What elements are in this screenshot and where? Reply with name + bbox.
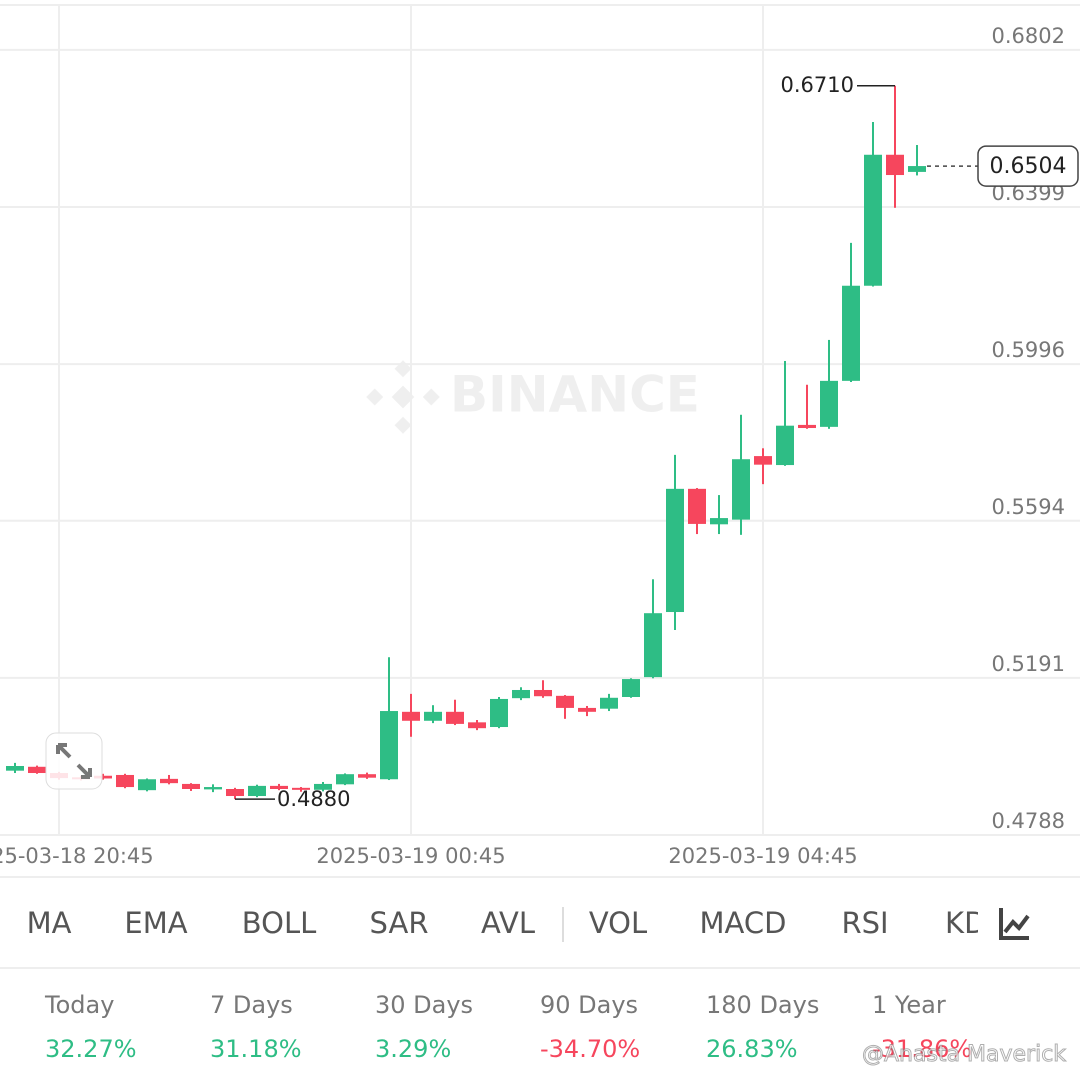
candle-body xyxy=(314,783,332,790)
indicator-tab[interactable]: RSI xyxy=(841,906,888,940)
candle-body xyxy=(182,783,200,790)
credit-watermark: @Anasta Maverick xyxy=(862,1042,1066,1067)
expand-box[interactable] xyxy=(45,732,103,790)
indicator-tab[interactable]: MACD xyxy=(700,906,787,940)
candle-body xyxy=(886,154,904,176)
indicator-tab[interactable]: VOL xyxy=(589,906,647,940)
indicator-tab[interactable]: SAR xyxy=(370,906,429,940)
indicator-settings[interactable] xyxy=(978,900,1080,950)
low-label: 0.4880 xyxy=(277,787,350,811)
candle-body xyxy=(160,778,178,784)
candle-body xyxy=(336,774,354,785)
y-tick-label: 0.5191 xyxy=(992,652,1065,676)
last-price-box xyxy=(977,145,1079,187)
expand-icon[interactable] xyxy=(56,743,92,779)
candle-body xyxy=(226,789,244,797)
candle-body xyxy=(688,488,706,524)
candle-body xyxy=(666,488,684,613)
candle-body xyxy=(512,689,530,699)
indicator-icon[interactable] xyxy=(999,908,1030,940)
candle-body xyxy=(270,785,288,790)
candle-body xyxy=(204,787,222,790)
candle-body xyxy=(556,695,574,708)
candle-body xyxy=(94,775,112,779)
period-label: 90 Days xyxy=(540,991,638,1019)
indicator-tab[interactable]: EMA xyxy=(124,906,187,940)
period-label: 1 Year xyxy=(872,991,946,1019)
candle-body xyxy=(380,711,398,780)
candle-body xyxy=(358,774,376,778)
indicator-tab[interactable]: BOLL xyxy=(242,906,317,940)
candle-body xyxy=(292,787,310,790)
period-change: -31.86% xyxy=(872,1035,972,1063)
y-tick-label: 0.5594 xyxy=(992,495,1065,519)
candle-body xyxy=(842,285,860,381)
last-price-label: 0.6504 xyxy=(990,154,1067,179)
candle-body xyxy=(754,456,772,465)
candle-body xyxy=(644,613,662,678)
x-tick-label: 2025-03-19 04:45 xyxy=(668,844,857,868)
candle-body xyxy=(600,697,618,709)
candle-body xyxy=(138,779,156,791)
candle-body xyxy=(776,425,794,466)
period-change: 32.27% xyxy=(45,1035,137,1063)
period-change: 31.18% xyxy=(210,1035,302,1063)
candle-body xyxy=(710,518,728,525)
candle-body xyxy=(864,154,882,286)
candle-body xyxy=(28,766,46,774)
candle-body xyxy=(468,722,486,729)
high-label: 0.6710 xyxy=(781,73,854,97)
candle-body xyxy=(534,689,552,697)
period-change: 3.29% xyxy=(375,1035,451,1063)
period-label: 180 Days xyxy=(706,991,819,1019)
period-change: -34.70% xyxy=(540,1035,640,1063)
period-label: 30 Days xyxy=(375,991,473,1019)
candle-body xyxy=(402,711,420,721)
candle-body xyxy=(578,707,596,712)
candle-body xyxy=(248,785,266,797)
y-tick-label: 0.5996 xyxy=(992,338,1065,362)
period-label: Today xyxy=(44,991,114,1019)
x-tick-label: 2025-03-18 20:45 xyxy=(0,844,154,868)
candle-body xyxy=(908,166,926,172)
candle-body xyxy=(490,698,508,728)
indicator-tab[interactable]: AVL xyxy=(481,906,535,940)
candle-body xyxy=(6,766,24,771)
indicator-tab[interactable]: MA xyxy=(27,906,72,940)
candle-body xyxy=(622,679,640,698)
candle-body xyxy=(732,459,750,520)
candle-body xyxy=(446,711,464,724)
icon-bg xyxy=(978,900,1080,950)
watermark-text: BINANCE xyxy=(450,366,700,424)
y-tick-label: 0.4788 xyxy=(992,809,1065,833)
candle-body xyxy=(116,774,134,788)
candle-body xyxy=(798,424,816,429)
x-tick-label: 2025-03-19 00:45 xyxy=(316,844,505,868)
candle-body xyxy=(424,711,442,721)
period-label: 7 Days xyxy=(210,991,293,1019)
period-change: 26.83% xyxy=(706,1035,798,1063)
expand-button[interactable] xyxy=(45,732,103,790)
candle-body xyxy=(820,380,838,427)
y-tick-label: 0.6802 xyxy=(992,24,1065,48)
